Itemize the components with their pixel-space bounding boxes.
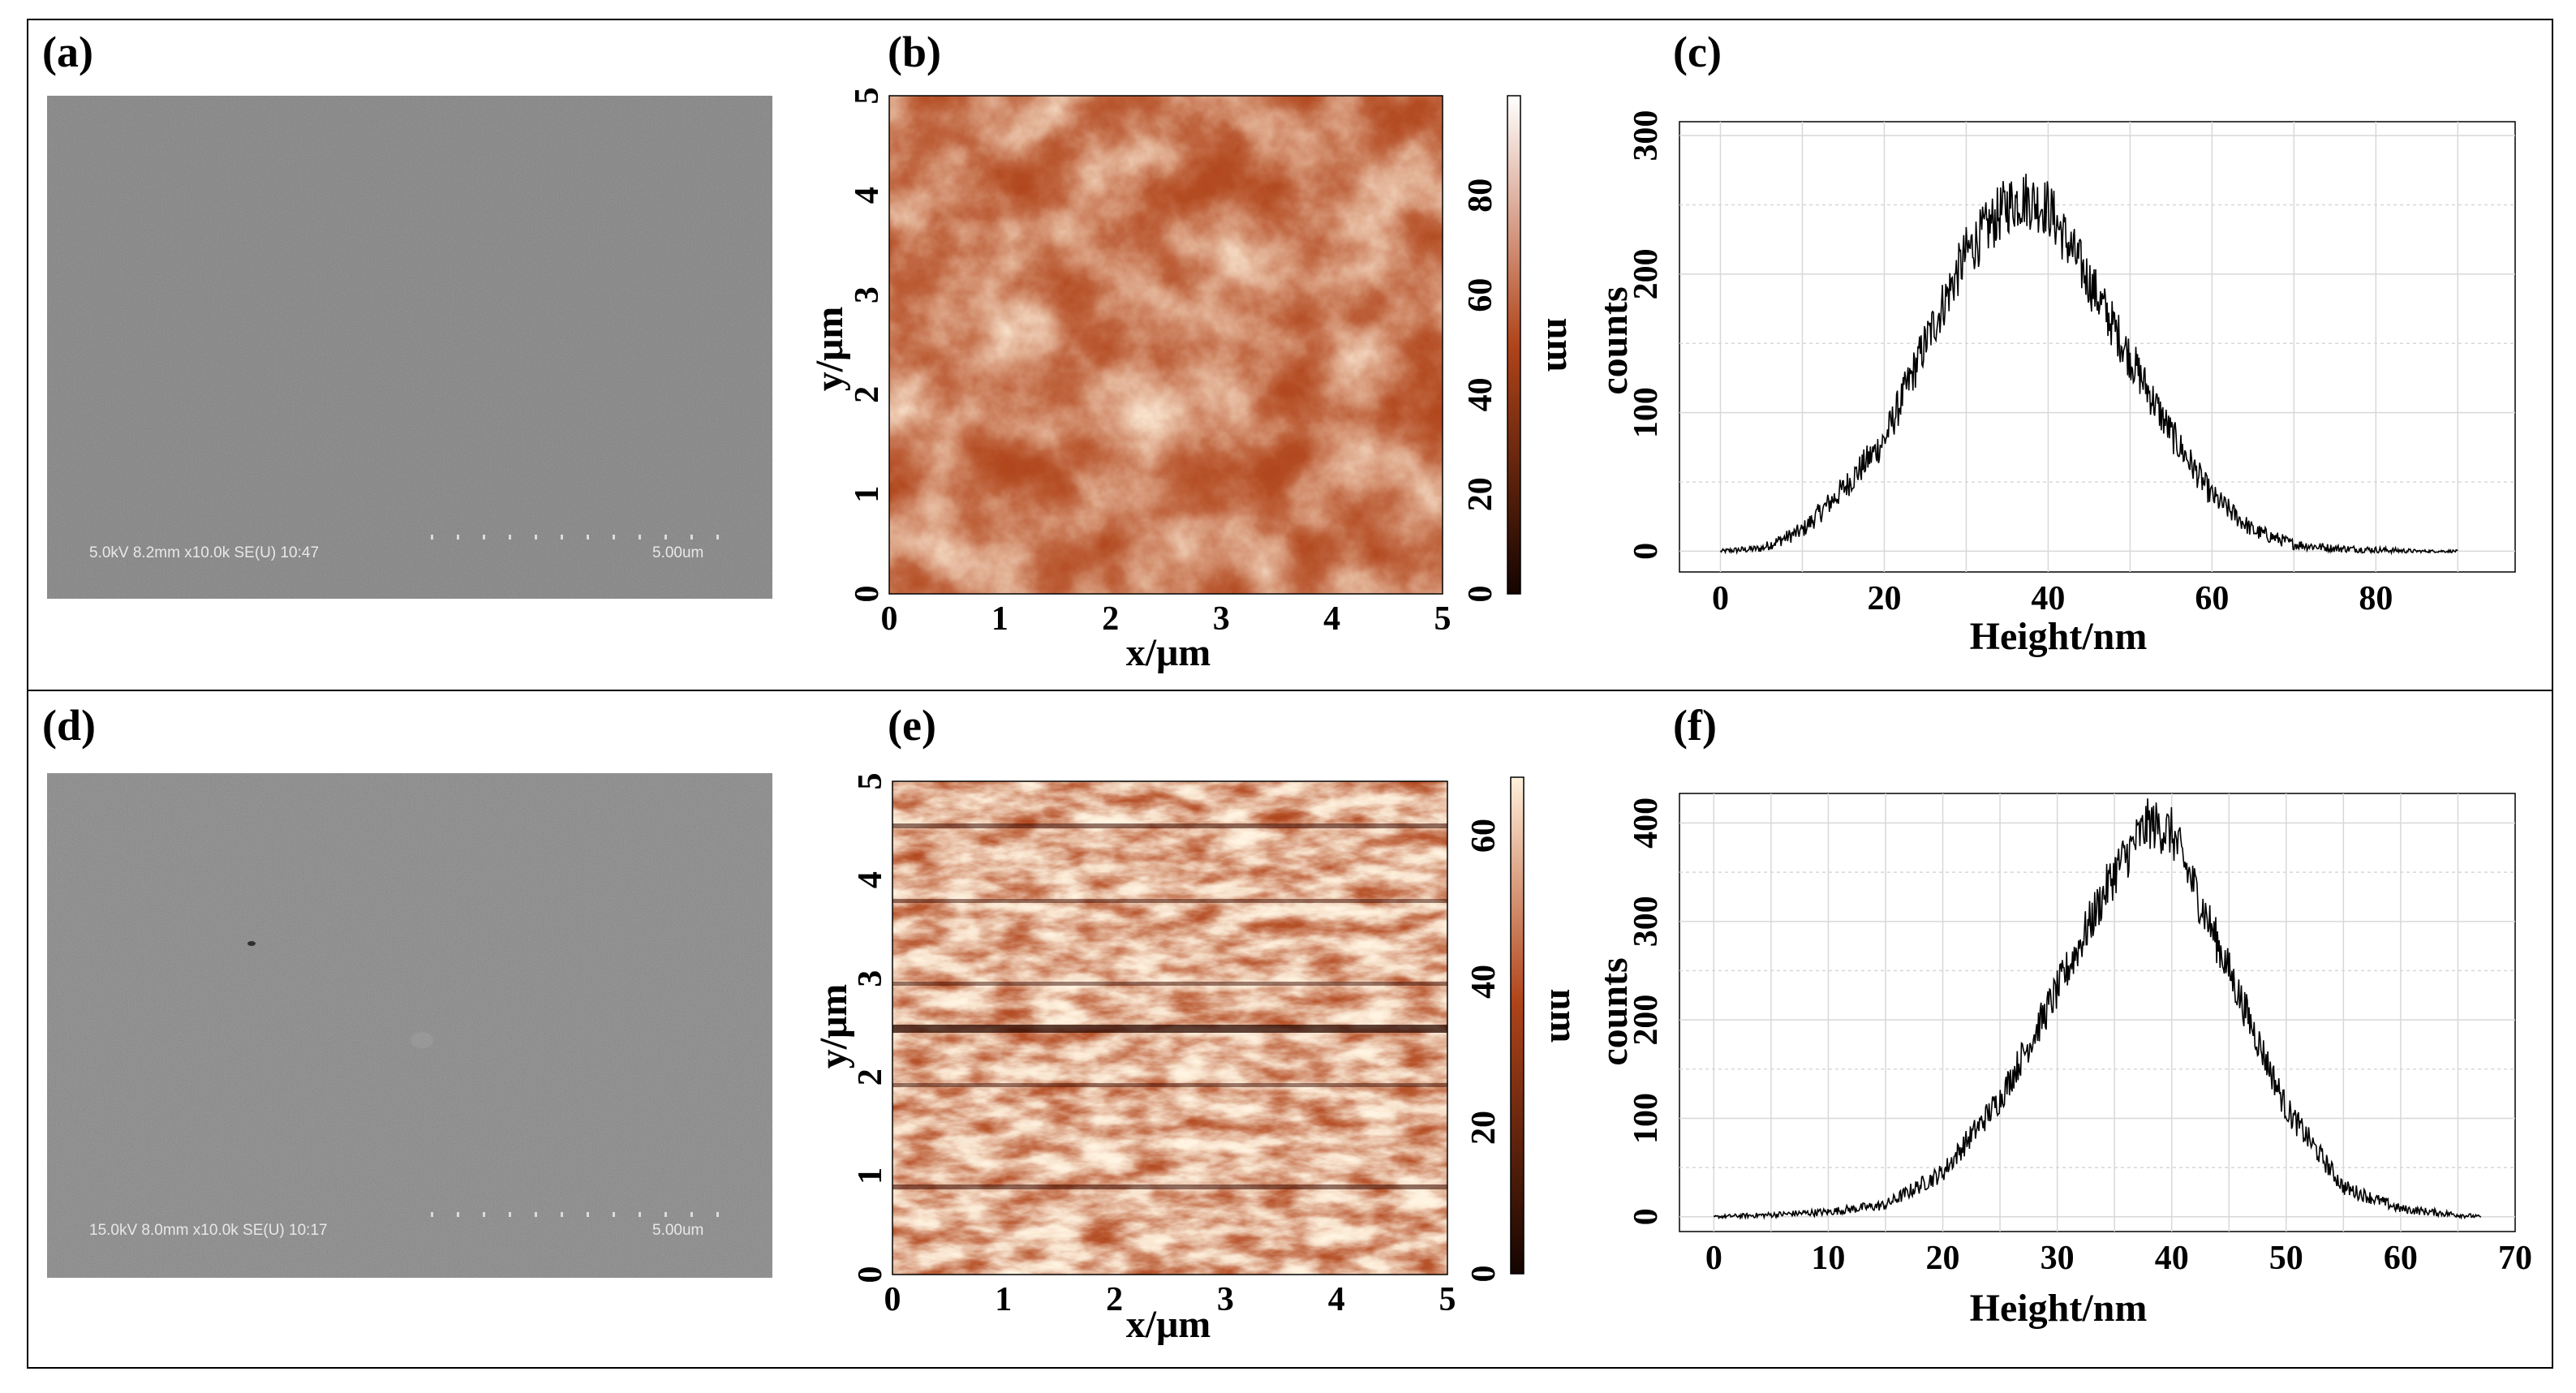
- y-tick-c: 300: [1628, 110, 1665, 161]
- colorbar-label-e: nm: [1542, 989, 1585, 1043]
- x-tick-c: 20: [1867, 580, 1901, 617]
- colorbar-tick-e: 60: [1465, 819, 1503, 853]
- x-tick-f: 50: [2269, 1240, 2303, 1277]
- colorbar-e: [1510, 776, 1525, 1275]
- y-tick-c: 100: [1628, 387, 1665, 438]
- sem-image-d: 15.0kV 8.0mm x10.0k SE(U) 10:17 5.00um: [47, 773, 772, 1278]
- x-tick-b: 0: [881, 600, 898, 638]
- x-tick-f: 60: [2384, 1240, 2418, 1277]
- x-tick-c: 40: [2031, 580, 2065, 617]
- colorbar-tick-b: 20: [1462, 477, 1499, 511]
- y-tick-e: 5: [852, 773, 889, 790]
- y-tick-c: 0: [1628, 543, 1665, 560]
- chart-f: 0 10 20 30 40 50 60 70 0 100 200 300 400: [1628, 793, 2532, 1277]
- sem-image-a: 5.0kV 8.2mm x10.0k SE(U) 10:47 5.00um: [47, 96, 772, 599]
- y-tick-f: 100: [1628, 1093, 1665, 1144]
- y-tick-b: 4: [849, 187, 886, 204]
- x-tick-f: 40: [2155, 1240, 2189, 1277]
- x-tick-b: 5: [1434, 600, 1451, 638]
- y-tick-b: 3: [849, 286, 886, 303]
- x-tick-e: 2: [1106, 1281, 1123, 1318]
- y-tick-f: 400: [1628, 798, 1665, 849]
- y-tick-f: 300: [1628, 896, 1665, 947]
- x-tick-f: 70: [2498, 1240, 2532, 1277]
- afm-map-b: [888, 95, 1443, 595]
- x-tick-f: 30: [2041, 1240, 2075, 1277]
- colorbar-tick-e: 20: [1465, 1111, 1503, 1145]
- y-tick-b: 1: [849, 486, 886, 503]
- histogram-line: [1713, 798, 2482, 1221]
- y-tick-e: 1: [852, 1167, 889, 1184]
- x-tick-f: 0: [1705, 1240, 1722, 1277]
- colorbar-label-b: nm: [1539, 318, 1582, 372]
- histogram-line: [1719, 174, 2458, 556]
- y-tick-e: 4: [852, 871, 889, 888]
- y-tick-e: 2: [852, 1068, 889, 1086]
- colorbar-tick-b: 60: [1462, 278, 1499, 312]
- y-tick-b: 5: [849, 88, 886, 105]
- y-axis-label-b: y/μm: [808, 307, 851, 392]
- x-tick-c: 60: [2195, 580, 2229, 617]
- panel-label-d: (d): [42, 701, 96, 750]
- y-tick-c: 200: [1628, 248, 1665, 299]
- afm-map-e: [892, 780, 1448, 1275]
- x-tick-e: 0: [884, 1281, 901, 1318]
- colorbar-tick-e: 40: [1465, 965, 1503, 999]
- x-tick-e: 4: [1328, 1281, 1345, 1318]
- y-axis-label-e: y/μm: [812, 984, 855, 1069]
- sem-info-text: 15.0kV 8.0mm x10.0k SE(U) 10:17: [89, 1222, 328, 1239]
- x-tick-e: 1: [995, 1281, 1012, 1318]
- colorbar-tick-b: 0: [1462, 586, 1499, 603]
- colorbar-b: [1507, 95, 1521, 595]
- x-tick-f: 20: [1926, 1240, 1960, 1277]
- sem-scale-text: 5.00um: [652, 544, 703, 561]
- x-tick-c: 80: [2359, 580, 2393, 617]
- chart-c: 0 20 40 60 80 0 100 200 300: [1628, 110, 2516, 617]
- panel-label-b: (b): [888, 28, 941, 76]
- sem-info-text: 5.0kV 8.2mm x10.0k SE(U) 10:47: [89, 544, 319, 561]
- x-tick-b: 2: [1102, 600, 1119, 638]
- x-axis-label-b: x/μm: [1126, 631, 1211, 674]
- x-tick-b: 3: [1213, 600, 1230, 638]
- x-tick-f: 10: [1811, 1240, 1845, 1277]
- figure-frame: [27, 19, 2553, 1369]
- y-axis-label-c: counts: [1593, 286, 1636, 394]
- x-tick-b: 1: [991, 600, 1008, 638]
- x-axis-label-e: x/μm: [1126, 1303, 1211, 1346]
- colorbar-tick-e: 0: [1465, 1266, 1503, 1283]
- x-tick-b: 4: [1323, 600, 1340, 638]
- y-tick-f: 0: [1628, 1208, 1665, 1225]
- y-axis-label-f: counts: [1593, 957, 1636, 1065]
- y-tick-b: 0: [849, 586, 886, 603]
- panel-label-c: (c): [1673, 28, 1722, 76]
- y-tick-e: 0: [852, 1266, 889, 1283]
- x-axis-label-f: Height/nm: [1970, 1287, 2148, 1330]
- colorbar-tick-b: 80: [1462, 178, 1499, 213]
- x-axis-label-c: Height/nm: [1970, 615, 2148, 658]
- y-tick-e: 3: [852, 970, 889, 987]
- y-tick-b: 2: [849, 386, 886, 403]
- y-tick-f: 200: [1628, 995, 1665, 1046]
- scale-bar-dots: [431, 1212, 719, 1217]
- panel-label-e: (e): [888, 701, 936, 750]
- scale-bar-dots: [431, 535, 719, 540]
- sem-scale-text: 5.00um: [652, 1222, 703, 1239]
- panel-label-f: (f): [1673, 701, 1717, 750]
- x-tick-c: 0: [1712, 580, 1729, 617]
- panel-label-a: (a): [42, 28, 93, 76]
- x-tick-e: 3: [1217, 1281, 1234, 1318]
- x-tick-e: 5: [1439, 1281, 1456, 1318]
- colorbar-tick-b: 40: [1462, 377, 1499, 411]
